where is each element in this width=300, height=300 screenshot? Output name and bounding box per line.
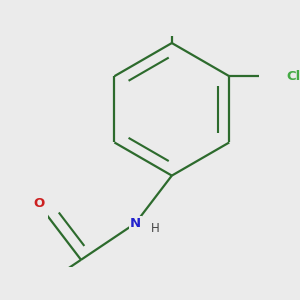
Text: O: O [33,196,44,209]
Text: H: H [150,222,159,235]
Text: Cl: Cl [286,70,300,83]
Text: N: N [130,217,141,230]
